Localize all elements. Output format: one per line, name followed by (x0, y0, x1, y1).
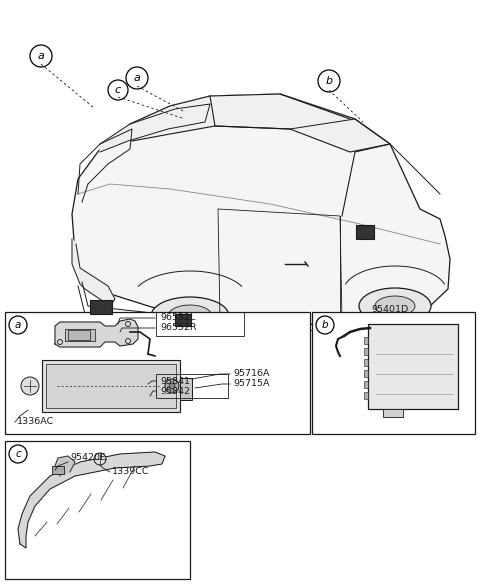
Text: c: c (115, 85, 121, 95)
Bar (364, 348, 368, 355)
Text: a: a (37, 51, 45, 61)
Bar (368, 324, 458, 409)
Text: 95715A: 95715A (233, 380, 269, 388)
Circle shape (169, 383, 175, 389)
Polygon shape (100, 104, 210, 152)
FancyBboxPatch shape (356, 225, 374, 239)
Bar (68, 330, 90, 340)
Ellipse shape (151, 297, 229, 335)
Text: b: b (325, 76, 333, 86)
Ellipse shape (359, 288, 431, 324)
Ellipse shape (375, 296, 415, 316)
Ellipse shape (168, 305, 212, 327)
Bar (42, 360, 180, 412)
Bar (156, 312, 244, 336)
Bar (156, 374, 228, 398)
Polygon shape (55, 319, 138, 347)
Polygon shape (55, 456, 75, 476)
Polygon shape (72, 94, 450, 326)
Bar (180, 378, 192, 400)
Text: 95716A: 95716A (233, 370, 269, 378)
Text: 95420F: 95420F (70, 453, 106, 462)
Bar (383, 409, 403, 417)
Text: a: a (133, 73, 141, 83)
Text: 1336AC: 1336AC (17, 418, 54, 426)
FancyBboxPatch shape (175, 314, 191, 326)
Bar (5, 312, 310, 434)
Bar (52, 466, 64, 474)
Text: 1339CC: 1339CC (112, 468, 149, 477)
Polygon shape (18, 452, 165, 548)
Text: 96552R: 96552R (160, 324, 197, 332)
Circle shape (165, 379, 179, 393)
Bar (364, 392, 368, 399)
Text: a: a (15, 320, 21, 330)
Circle shape (21, 377, 39, 395)
Text: 95841: 95841 (160, 377, 190, 385)
FancyBboxPatch shape (90, 300, 112, 314)
Bar (5, 441, 190, 579)
Bar (364, 359, 368, 366)
Text: b: b (322, 320, 328, 330)
Polygon shape (65, 329, 95, 341)
Polygon shape (130, 94, 390, 152)
Text: 95842: 95842 (160, 387, 190, 395)
Circle shape (94, 453, 106, 465)
Text: c: c (15, 449, 21, 459)
Bar (364, 381, 368, 388)
Bar (364, 370, 368, 377)
Bar (364, 337, 368, 344)
Polygon shape (72, 239, 115, 306)
Bar (312, 312, 475, 434)
Text: 96552L: 96552L (160, 314, 195, 322)
Text: 95401D: 95401D (372, 304, 408, 314)
Bar (46, 364, 176, 408)
